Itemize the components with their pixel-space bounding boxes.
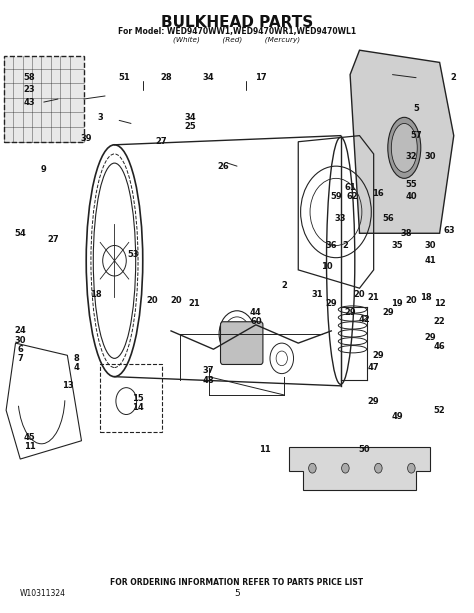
Text: 58: 58 [24, 73, 36, 82]
FancyBboxPatch shape [220, 322, 263, 365]
Text: 30: 30 [15, 335, 26, 345]
Text: 60: 60 [250, 318, 262, 326]
Text: 4: 4 [74, 363, 80, 372]
Text: BULKHEAD PARTS: BULKHEAD PARTS [161, 15, 313, 30]
Text: 20: 20 [354, 290, 365, 299]
Text: W10311324: W10311324 [20, 589, 66, 598]
Text: 12: 12 [434, 299, 446, 308]
Text: 20: 20 [170, 296, 182, 305]
Text: 16: 16 [373, 189, 384, 198]
Text: 18: 18 [90, 290, 101, 299]
Text: 42: 42 [358, 316, 370, 324]
Text: 21: 21 [189, 299, 201, 308]
Text: 48: 48 [203, 376, 215, 386]
Text: 11: 11 [259, 446, 271, 454]
Text: 40: 40 [406, 192, 417, 201]
Text: 36: 36 [326, 241, 337, 250]
Circle shape [231, 327, 243, 341]
Text: 29: 29 [373, 351, 384, 360]
Text: 56: 56 [382, 213, 394, 223]
Text: 54: 54 [14, 229, 26, 238]
Text: 34: 34 [203, 73, 215, 82]
Text: 49: 49 [392, 412, 403, 421]
Text: 8: 8 [74, 354, 80, 363]
Text: For Model: WED9470WW1,WED9470WR1,WED9470WL1: For Model: WED9470WW1,WED9470WR1,WED9470… [118, 28, 356, 36]
Text: 59: 59 [330, 192, 342, 201]
Text: 27: 27 [156, 137, 167, 147]
Text: 22: 22 [434, 318, 446, 326]
Text: 20: 20 [406, 296, 417, 305]
Text: 29: 29 [382, 308, 393, 317]
Text: 33: 33 [335, 213, 346, 223]
Text: 13: 13 [62, 381, 73, 390]
Text: FOR ORDERING INFORMATION REFER TO PARTS PRICE LIST: FOR ORDERING INFORMATION REFER TO PARTS … [110, 578, 364, 587]
Text: 27: 27 [47, 235, 59, 244]
Text: 61: 61 [344, 183, 356, 192]
Text: 21: 21 [368, 293, 380, 302]
Text: 5: 5 [413, 104, 419, 113]
Ellipse shape [392, 123, 417, 172]
Text: (White)          (Red)          (Mercury): (White) (Red) (Mercury) [173, 37, 301, 43]
Text: 62: 62 [346, 192, 358, 201]
Text: 29: 29 [326, 299, 337, 308]
Circle shape [408, 463, 415, 473]
Text: 9: 9 [41, 165, 46, 173]
Text: 57: 57 [410, 131, 422, 140]
Text: 46: 46 [434, 341, 446, 351]
Text: 31: 31 [311, 290, 323, 299]
Text: 30: 30 [424, 241, 436, 250]
Text: 26: 26 [217, 162, 229, 170]
Text: 63: 63 [443, 226, 455, 235]
Text: 5: 5 [234, 589, 240, 598]
Text: 55: 55 [405, 180, 417, 189]
Circle shape [342, 463, 349, 473]
Text: 10: 10 [321, 262, 332, 272]
Text: 43: 43 [24, 97, 36, 107]
Text: 2: 2 [281, 281, 287, 289]
Text: 50: 50 [358, 446, 370, 454]
Circle shape [374, 463, 382, 473]
Text: 24: 24 [14, 326, 26, 335]
Circle shape [309, 463, 316, 473]
Text: 41: 41 [424, 256, 436, 265]
Text: 44: 44 [250, 308, 262, 317]
Text: 7: 7 [18, 354, 23, 363]
Text: 17: 17 [255, 73, 266, 82]
FancyBboxPatch shape [4, 56, 84, 142]
Text: 18: 18 [419, 293, 431, 302]
Text: 23: 23 [24, 85, 36, 94]
Text: 14: 14 [132, 403, 144, 412]
Ellipse shape [388, 117, 421, 178]
Text: 30: 30 [424, 153, 436, 161]
Text: 38: 38 [401, 229, 412, 238]
Text: 29: 29 [368, 397, 380, 406]
Text: 2: 2 [342, 241, 348, 250]
Text: 28: 28 [161, 73, 172, 82]
Text: 3: 3 [98, 113, 103, 122]
Text: 39: 39 [81, 134, 92, 143]
Polygon shape [350, 50, 454, 234]
Text: 32: 32 [406, 153, 417, 161]
Text: 15: 15 [132, 394, 144, 403]
Text: 37: 37 [203, 366, 214, 375]
Text: 47: 47 [368, 363, 380, 372]
Text: 29: 29 [424, 332, 436, 341]
Text: 25: 25 [184, 122, 196, 131]
Text: 29: 29 [344, 308, 356, 317]
Text: 34: 34 [184, 113, 196, 122]
Text: 11: 11 [24, 443, 36, 451]
Text: 51: 51 [118, 73, 130, 82]
Text: 20: 20 [146, 296, 158, 305]
Text: 2: 2 [451, 73, 457, 82]
Text: 6: 6 [17, 345, 23, 354]
Text: 53: 53 [128, 250, 139, 259]
Text: 19: 19 [392, 299, 403, 308]
Polygon shape [289, 447, 430, 490]
Text: 35: 35 [392, 241, 403, 250]
Text: 45: 45 [24, 433, 36, 442]
Text: 52: 52 [434, 406, 446, 415]
